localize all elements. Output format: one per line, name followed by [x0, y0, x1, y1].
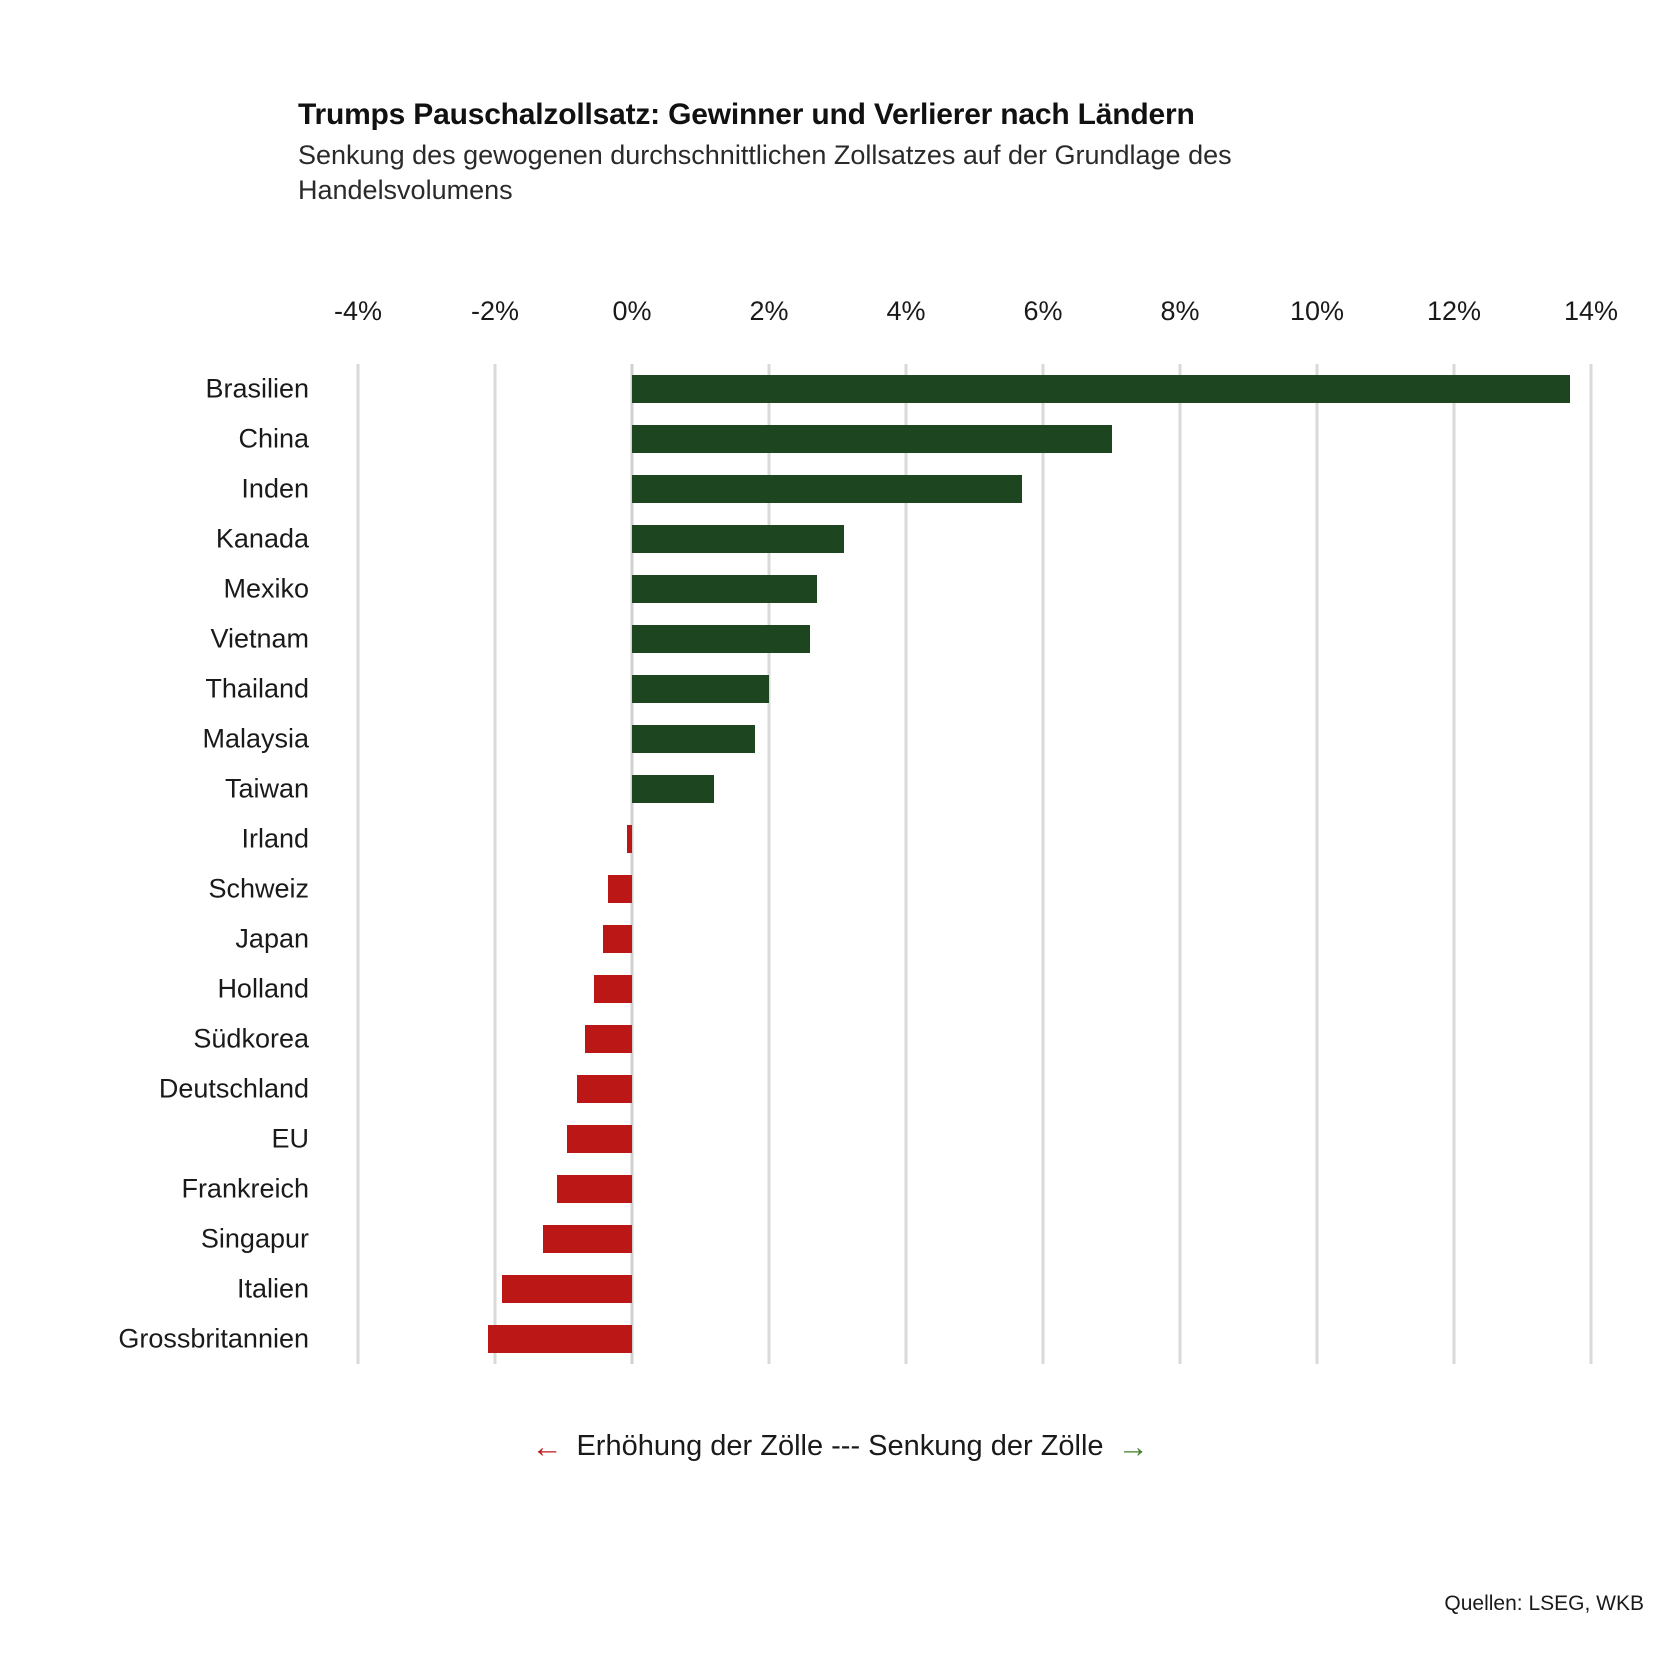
x-tick-label: 14%: [1563, 296, 1619, 326]
gridline: [356, 364, 360, 1364]
legend-label: Erhöhung der Zölle --- Senkung der Zölle: [576, 1430, 1104, 1462]
source-note: Quellen: LSEG, WKB: [1444, 1592, 1644, 1615]
bar-row: Brasilien: [0, 364, 1680, 414]
bar-row: Südkorea: [0, 1014, 1680, 1064]
gridline: [767, 364, 771, 1364]
x-tick-label: 6%: [1023, 296, 1063, 326]
x-tick-label: 4%: [886, 296, 926, 326]
bar-rows: Brasilien China Inden Kanada Mexiko Vietnam Th…: [0, 364, 1680, 1364]
bar: [566, 1125, 632, 1153]
bar-row: Frankreich: [0, 1164, 1680, 1214]
bar: [632, 425, 1112, 453]
category-label: Vietnam: [210, 623, 309, 654]
bar: [542, 1225, 632, 1253]
gridline: [1041, 364, 1045, 1364]
arrow-left-icon: ←: [531, 1429, 563, 1464]
gridline: [904, 364, 908, 1364]
bar-row: Holland: [0, 964, 1680, 1014]
category-label: Kanada: [215, 523, 309, 554]
category-label: Malaysia: [202, 723, 309, 754]
bar: [632, 675, 769, 703]
category-label: Grossbritannien: [118, 1323, 309, 1354]
gridline: [630, 364, 634, 1364]
category-label: Brasilien: [205, 373, 309, 404]
arrow-right-icon: →: [1117, 1429, 1149, 1464]
bar: [632, 775, 715, 803]
category-label: EU: [271, 1123, 309, 1154]
gridline: [1589, 364, 1593, 1364]
bar: [603, 925, 632, 953]
bar-row: Inden: [0, 464, 1680, 514]
bar: [608, 875, 632, 903]
category-label: Südkorea: [193, 1023, 309, 1054]
x-tick-label: 2%: [749, 296, 789, 326]
chart-header: Trumps Pauschalzollsatz: Gewinner und Ve…: [298, 96, 1418, 209]
bar-row: Singapur: [0, 1214, 1680, 1264]
bar-row: Japan: [0, 914, 1680, 964]
bar: [632, 625, 811, 653]
category-label: Schweiz: [208, 873, 309, 904]
bar-row: Italien: [0, 1264, 1680, 1314]
bar: [632, 725, 756, 753]
bar-row: Irland: [0, 814, 1680, 864]
category-label: Mexiko: [223, 573, 309, 604]
category-label: Thailand: [205, 673, 309, 704]
gridline: [1452, 364, 1456, 1364]
bar-row: Vietnam: [0, 614, 1680, 664]
x-tick-label: 10%: [1289, 296, 1345, 326]
bar: [632, 525, 845, 553]
bar: [626, 825, 632, 853]
category-label: Japan: [235, 923, 309, 954]
category-label: China: [238, 423, 309, 454]
x-tick-label: 8%: [1160, 296, 1200, 326]
bar: [577, 1075, 632, 1103]
bar: [556, 1175, 632, 1203]
chart-subtitle: Senkung des gewogenen durchschnittlichen…: [298, 139, 1232, 206]
bar-row: Taiwan: [0, 764, 1680, 814]
chart-title: Trumps Pauschalzollsatz: Gewinner und Ve…: [298, 98, 1195, 131]
category-label: Taiwan: [224, 773, 309, 804]
bar: [501, 1275, 632, 1303]
bar: [632, 475, 1023, 503]
category-label: Holland: [217, 973, 309, 1004]
x-axis-tick-labels: -4% -2% 0% 2% 4% 6% 8% 10% 12% 14%: [0, 296, 1680, 342]
bar-row: Schweiz: [0, 864, 1680, 914]
category-label: Frankreich: [181, 1173, 309, 1204]
category-label: Singapur: [200, 1223, 309, 1254]
gridline: [493, 364, 497, 1364]
bar: [488, 1325, 632, 1353]
category-label: Irland: [241, 823, 309, 854]
bar: [594, 975, 632, 1003]
x-tick-label: -2%: [470, 296, 520, 326]
x-tick-label: 0%: [612, 296, 652, 326]
bar: [632, 375, 1571, 403]
x-tick-label: -4%: [333, 296, 383, 326]
bar: [585, 1025, 632, 1053]
gridline: [1178, 364, 1182, 1364]
x-tick-label: 12%: [1426, 296, 1482, 326]
bar: [632, 575, 817, 603]
bar-row: Thailand: [0, 664, 1680, 714]
category-label: Deutschland: [158, 1073, 309, 1104]
bar-row: EU: [0, 1114, 1680, 1164]
chart-plot-wrapper: -4% -2% 0% 2% 4% 6% 8% 10% 12% 14% Brasilien China…: [0, 296, 1680, 1386]
bar-row: China: [0, 414, 1680, 464]
category-label: Inden: [241, 473, 309, 504]
bar-row: Mexiko: [0, 564, 1680, 614]
bar-row: Kanada: [0, 514, 1680, 564]
bar-row: Deutschland: [0, 1064, 1680, 1114]
bar-row: Malaysia: [0, 714, 1680, 764]
bar-row: Grossbritannien: [0, 1314, 1680, 1364]
plot-area: Brasilien China Inden Kanada Mexiko Vietnam Th…: [0, 364, 1680, 1364]
gridline: [1315, 364, 1319, 1364]
chart-legend: ← Erhöhung der Zölle --- Senkung der Zöl…: [0, 1430, 1680, 1463]
category-label: Italien: [236, 1273, 309, 1304]
